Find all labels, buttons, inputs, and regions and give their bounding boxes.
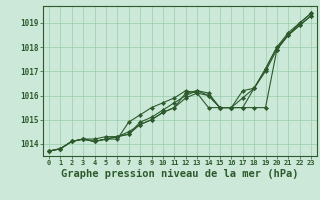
X-axis label: Graphe pression niveau de la mer (hPa): Graphe pression niveau de la mer (hPa) bbox=[61, 169, 299, 179]
